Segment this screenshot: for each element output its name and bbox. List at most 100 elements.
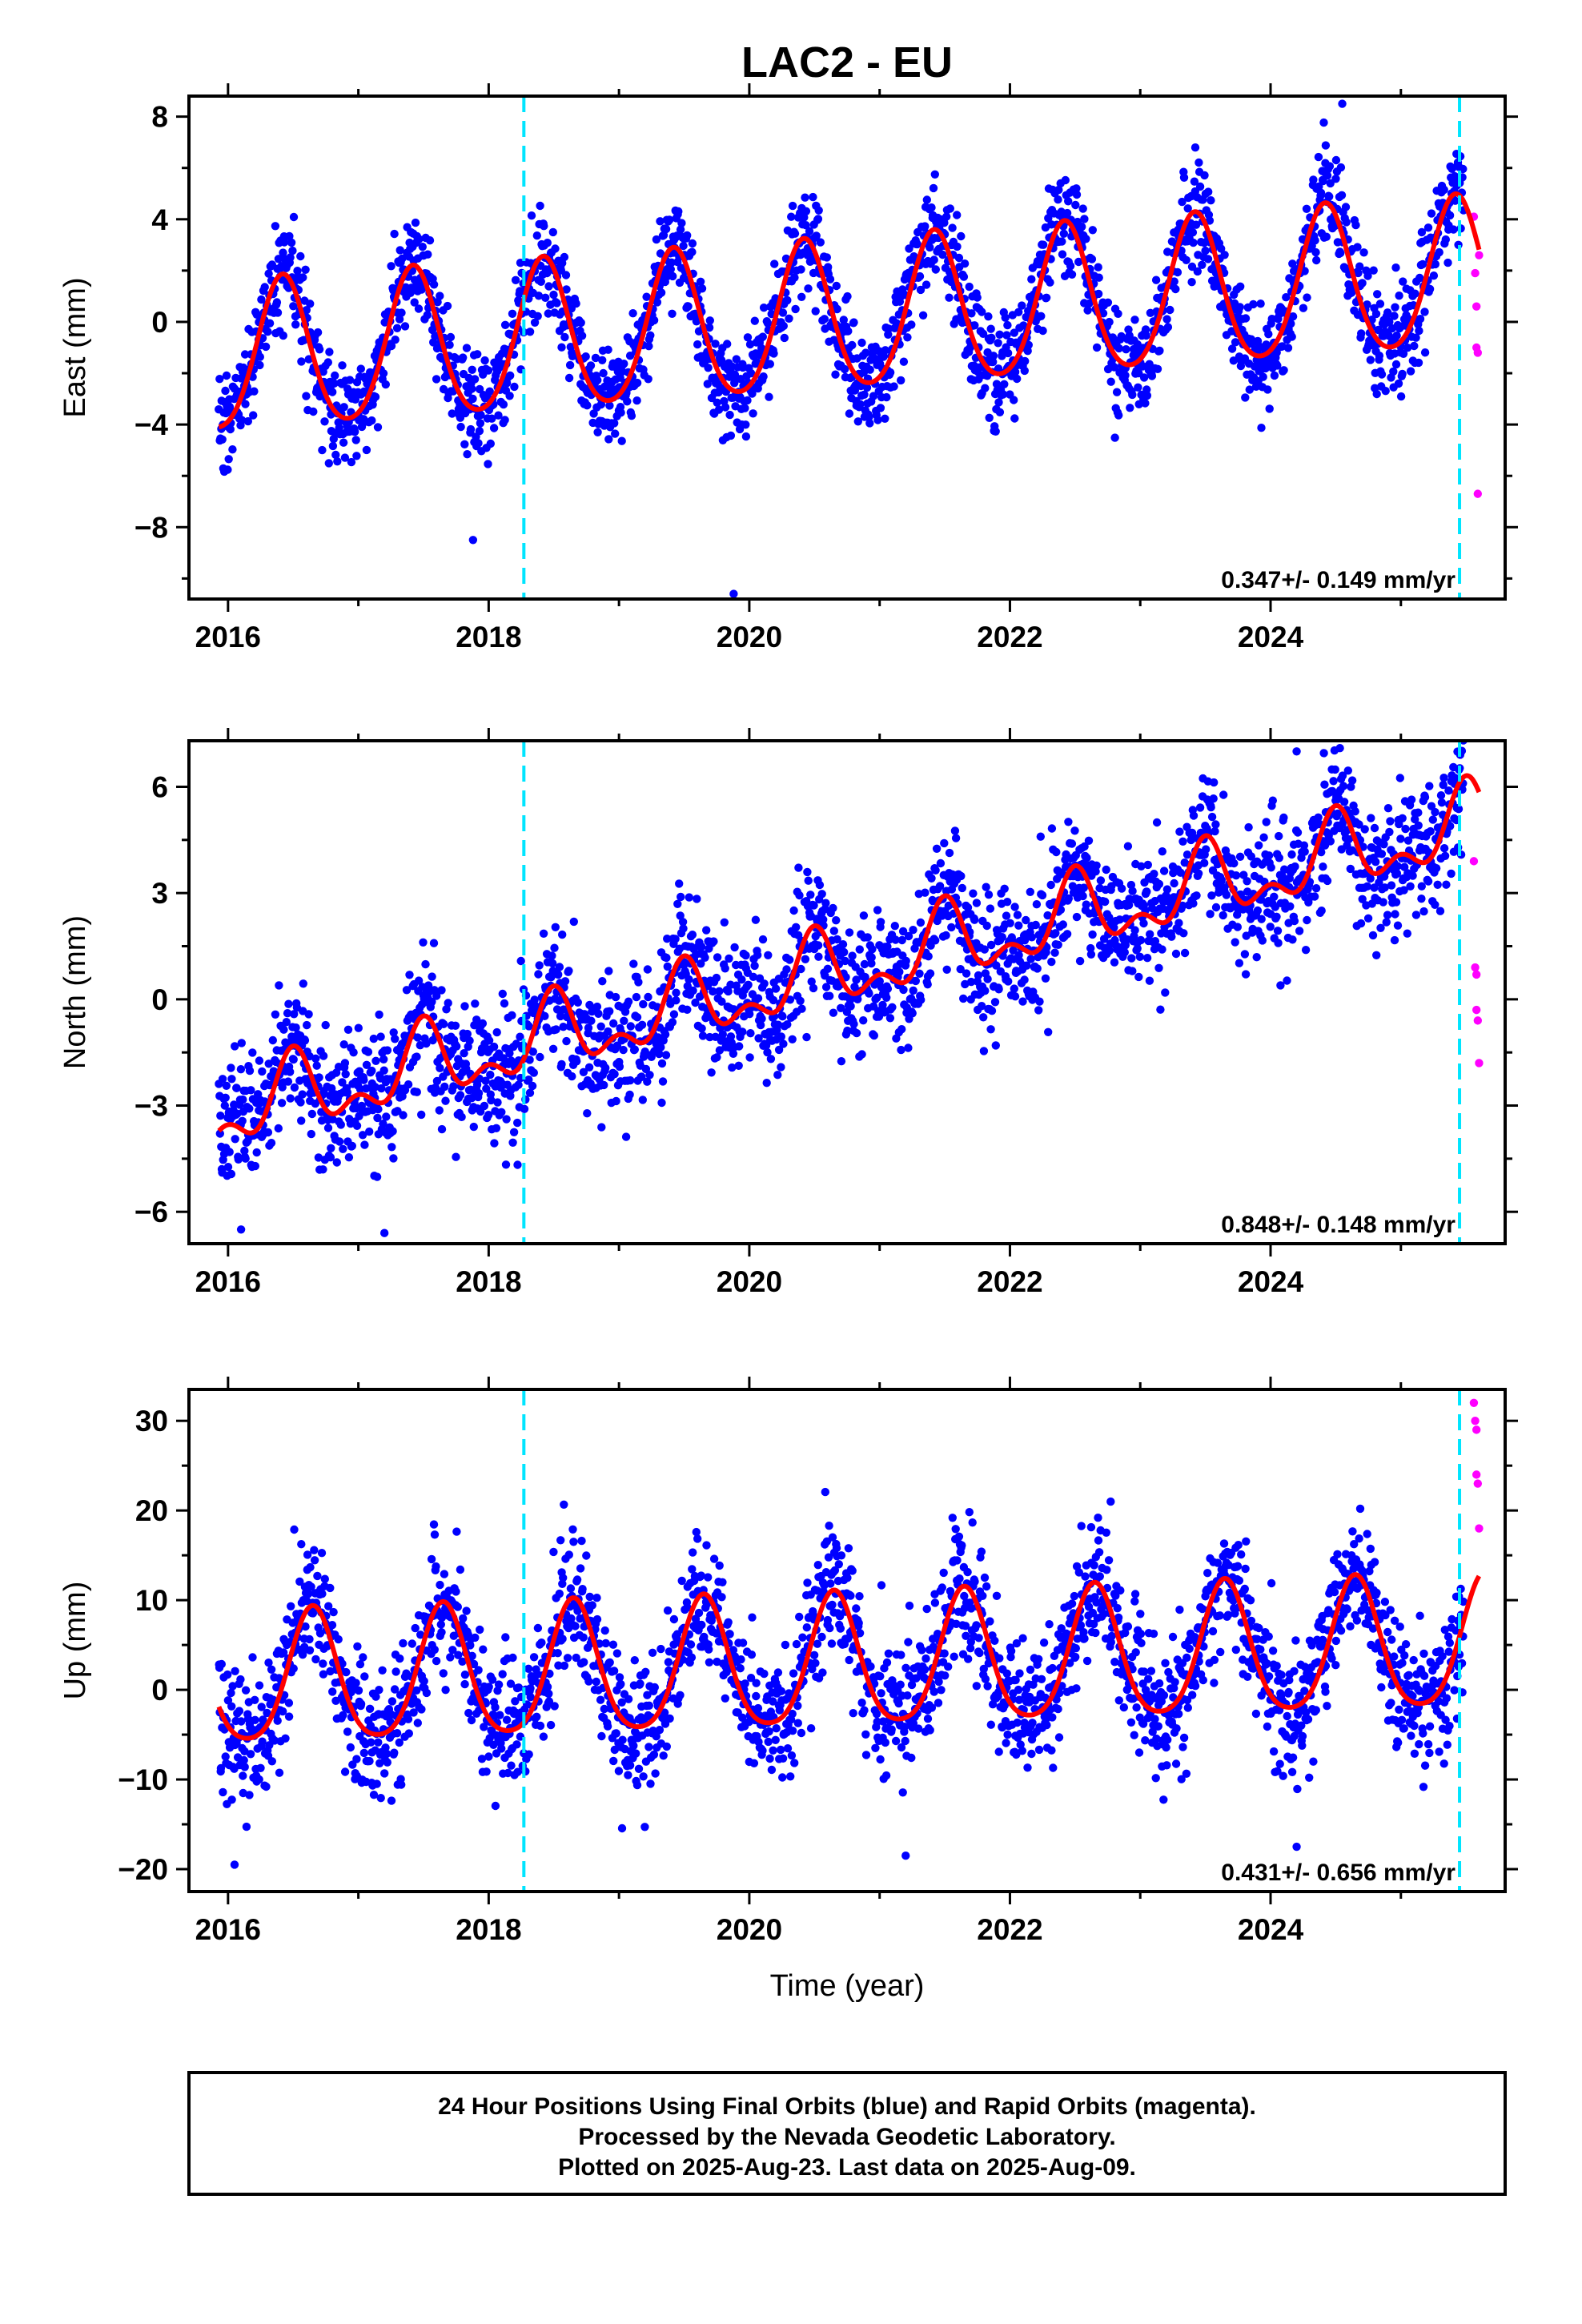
final-orbit-point: [340, 1767, 350, 1776]
final-orbit-point: [492, 1027, 501, 1037]
final-orbit-point: [616, 408, 625, 417]
final-orbit-point: [485, 387, 494, 396]
final-orbit-point: [417, 285, 426, 294]
final-orbit-point: [1141, 399, 1150, 408]
final-orbit-point: [460, 1049, 468, 1058]
final-orbit-point: [721, 403, 730, 412]
final-orbit-point: [1414, 358, 1423, 368]
final-orbit-point: [630, 1045, 639, 1054]
final-orbit-point: [1020, 366, 1030, 376]
final-orbit-point: [425, 236, 435, 245]
final-orbit-point: [359, 1748, 368, 1758]
final-orbit-point: [541, 293, 550, 302]
final-orbit-point: [572, 1057, 581, 1066]
final-orbit-point: [367, 1738, 375, 1747]
final-orbit-point: [1417, 882, 1427, 891]
final-orbit-point: [1417, 895, 1426, 903]
final-orbit-point: [410, 298, 419, 307]
final-orbit-point: [448, 409, 456, 418]
y-tick-label: −6: [135, 1196, 168, 1228]
final-orbit-point: [239, 1788, 247, 1798]
final-orbit-point: [356, 1699, 366, 1708]
final-orbit-point: [1256, 895, 1266, 904]
final-orbit-point: [543, 239, 552, 247]
final-orbit-point: [301, 1622, 310, 1631]
final-orbit-point: [1010, 328, 1019, 337]
final-orbit-point: [728, 1063, 737, 1072]
final-orbit-point: [785, 995, 795, 1004]
final-orbit-point: [612, 1096, 620, 1106]
final-orbit-point: [1154, 879, 1164, 889]
up-marks: [215, 1389, 1484, 1892]
final-orbit-point: [1231, 938, 1239, 947]
final-orbit-point: [632, 378, 642, 388]
final-orbit-point: [1303, 915, 1311, 925]
final-orbit-point: [1000, 380, 1009, 388]
final-orbit-point: [315, 392, 324, 401]
final-orbit-point: [707, 1068, 716, 1077]
final-orbit-point: [340, 1059, 350, 1068]
final-orbit-point: [288, 246, 297, 255]
final-orbit-point: [656, 249, 665, 258]
final-orbit-point: [1084, 836, 1094, 846]
final-orbit-point: [855, 945, 865, 954]
final-orbit-point: [402, 986, 412, 995]
final-orbit-point: [713, 953, 722, 962]
final-orbit-point: [1400, 862, 1409, 871]
final-orbit-point: [1282, 293, 1291, 302]
final-orbit-point: [1067, 839, 1077, 848]
final-orbit-point: [508, 1138, 517, 1148]
final-orbit-point: [908, 1009, 917, 1018]
final-orbit-point: [915, 969, 924, 979]
final-orbit-point: [1385, 827, 1394, 837]
final-orbit-point: [1175, 827, 1184, 836]
final-orbit-point: [705, 316, 714, 325]
final-orbit-point: [589, 409, 598, 418]
final-orbit-point: [459, 353, 468, 362]
final-orbit-point: [530, 995, 539, 1004]
final-orbit-point: [1211, 826, 1219, 836]
final-orbit-point: [1010, 903, 1019, 911]
final-orbit-point: [966, 977, 976, 987]
final-orbit-point: [1401, 824, 1410, 834]
final-orbit-point: [352, 1121, 362, 1131]
final-orbit-point: [343, 1088, 352, 1097]
final-orbit-point: [1446, 822, 1455, 830]
final-orbit-point: [1333, 809, 1343, 818]
final-orbit-point: [1431, 864, 1441, 873]
final-orbit-point: [318, 1590, 327, 1598]
final-orbit-point: [218, 435, 227, 444]
final-orbit-point: [911, 976, 921, 986]
final-orbit-point: [1380, 883, 1389, 892]
final-orbit-point: [1110, 958, 1119, 967]
final-orbit-point: [661, 224, 671, 234]
final-orbit-point: [957, 871, 966, 881]
final-orbit-point: [1268, 796, 1278, 805]
final-orbit-point: [251, 1695, 259, 1704]
final-orbit-point: [989, 357, 998, 367]
final-orbit-point: [513, 1118, 522, 1128]
final-orbit-point: [1036, 832, 1046, 841]
final-orbit-point: [843, 1026, 852, 1035]
final-orbit-point: [1158, 945, 1166, 954]
final-orbit-point: [1189, 238, 1198, 247]
final-orbit-point: [750, 961, 759, 971]
final-orbit-point: [1136, 935, 1146, 945]
final-orbit-point: [1047, 824, 1057, 833]
final-orbit-point: [351, 427, 359, 436]
final-orbit-point: [697, 959, 705, 968]
final-orbit-point: [1124, 901, 1134, 910]
final-orbit-point: [471, 999, 480, 1008]
final-orbit-point: [959, 994, 968, 1003]
final-orbit-point: [978, 329, 988, 338]
final-orbit-point: [1423, 223, 1433, 232]
final-orbit-point: [338, 361, 347, 370]
final-orbit-point: [1406, 882, 1415, 891]
final-orbit-point: [380, 1769, 389, 1778]
final-orbit-point: [958, 883, 967, 893]
final-orbit-point: [726, 431, 736, 440]
final-orbit-point: [1163, 323, 1173, 332]
final-orbit-point: [801, 221, 810, 230]
final-orbit-point: [986, 940, 996, 950]
final-orbit-point: [314, 1153, 323, 1162]
